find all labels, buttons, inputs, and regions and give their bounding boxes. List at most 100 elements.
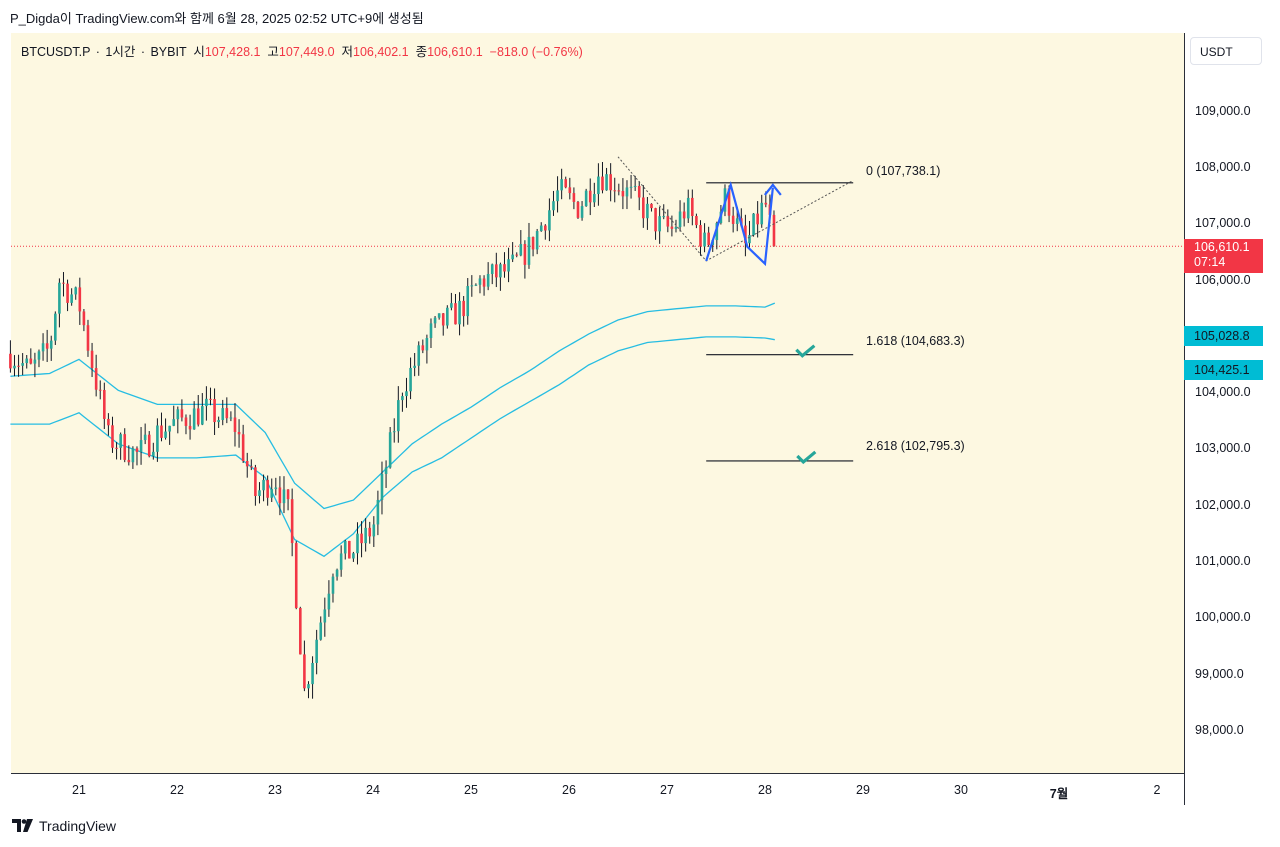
candle-down	[744, 225, 747, 244]
candle-down	[727, 188, 731, 216]
candle-down	[441, 313, 445, 326]
candle-up	[466, 286, 470, 317]
candle-up	[168, 425, 171, 432]
candle-down	[772, 214, 776, 247]
candle-down	[621, 190, 625, 197]
price-axis[interactable]	[1185, 33, 1280, 805]
price-tick-label: 100,000.0	[1195, 610, 1251, 625]
candle-up	[580, 206, 584, 218]
candle-up	[556, 190, 559, 202]
candle-down	[576, 201, 580, 218]
candle-down	[588, 190, 592, 203]
candle-up	[315, 639, 318, 663]
candle-up	[535, 231, 539, 250]
candle-up	[425, 338, 429, 351]
candle-up	[388, 432, 392, 468]
currency-button[interactable]: USDT	[1190, 37, 1262, 65]
legend-high-label: 고	[267, 45, 279, 59]
fib-label-2618: 2.618 (102,795.3)	[866, 439, 965, 453]
candle-up	[270, 489, 274, 498]
bar-countdown: 07:14	[1194, 255, 1226, 269]
candle-up	[392, 431, 396, 433]
candle-up	[131, 448, 135, 463]
time-tick-label: 2	[1153, 783, 1161, 797]
candle-down	[62, 282, 65, 284]
legend-low-label: 저	[341, 45, 353, 59]
legend-symbol[interactable]: BTCUSDT.P	[21, 45, 91, 59]
candle-down	[568, 187, 572, 194]
candle-down	[213, 399, 216, 423]
candle-up	[662, 216, 666, 218]
candle-up	[327, 593, 331, 610]
candle-up	[437, 313, 441, 318]
candle-down	[482, 278, 486, 287]
candle-down	[290, 499, 294, 544]
candle-up	[335, 569, 339, 577]
candle-down	[66, 283, 69, 303]
candle-up	[152, 451, 155, 457]
candle-down	[731, 215, 735, 224]
candle-up	[282, 489, 286, 504]
candle-up	[629, 186, 633, 188]
candle-up	[527, 236, 531, 265]
price-tick-label: 99,000.0	[1195, 666, 1244, 681]
tradingview-footer: TradingView	[12, 818, 116, 834]
candle-up	[735, 218, 739, 224]
candle-up	[560, 179, 563, 191]
candle-down	[609, 174, 612, 191]
time-axis[interactable]	[11, 774, 1184, 805]
candle-down	[250, 466, 253, 468]
candle-down	[98, 389, 102, 391]
time-tick-label: 7월	[1049, 787, 1069, 801]
legend-interval[interactable]: 1시간	[105, 45, 136, 59]
candle-down	[756, 213, 759, 225]
candle-up	[458, 300, 461, 325]
candle-down	[666, 216, 670, 227]
candle-up	[507, 259, 510, 272]
candle-up	[605, 174, 608, 191]
candle-up	[593, 194, 596, 203]
w-pattern-line	[705, 181, 774, 267]
candle-up	[539, 225, 543, 232]
candle-up	[356, 533, 359, 554]
candle-up	[584, 190, 588, 207]
price-tick-label: 108,000.0	[1195, 160, 1251, 175]
candle-up	[13, 365, 16, 369]
candle-up	[331, 576, 335, 594]
candle-up	[752, 213, 755, 236]
check-icon	[796, 450, 817, 465]
candle-up	[658, 216, 661, 232]
chart-caption: P_Digda이 TradingView.com와 함께 6월 28, 2025…	[10, 11, 424, 26]
fib-label-1618: 1.618 (104,683.3)	[866, 334, 965, 348]
candle-down	[17, 365, 20, 367]
candle-up	[205, 398, 208, 407]
candle-up	[405, 391, 408, 397]
candle-down	[82, 311, 86, 326]
candle-down	[233, 417, 237, 432]
candle-down	[650, 203, 653, 209]
candle-down	[572, 193, 576, 202]
price-tick-label: 106,000.0	[1195, 272, 1251, 287]
candle-up	[229, 417, 233, 419]
candle-up	[686, 197, 690, 219]
candle-up	[548, 210, 551, 231]
candle-down	[637, 185, 641, 198]
candle-down	[707, 232, 710, 245]
price-tick-label: 101,000.0	[1195, 553, 1251, 568]
price-tick-label: 104,000.0	[1195, 385, 1251, 400]
candle-down	[294, 543, 298, 609]
candle-down	[303, 654, 306, 689]
candle-down	[601, 176, 604, 191]
candle-up	[176, 409, 180, 420]
candle-down	[699, 225, 702, 247]
candle-up	[429, 323, 433, 339]
candle-down	[147, 434, 151, 457]
candle-up	[311, 662, 314, 685]
candle-down	[642, 197, 645, 219]
time-tick-label: 30	[954, 783, 968, 797]
candle-up	[274, 487, 278, 490]
candle-down	[266, 479, 269, 498]
candle-up	[486, 274, 490, 287]
price-tick-label: 107,000.0	[1195, 216, 1251, 231]
